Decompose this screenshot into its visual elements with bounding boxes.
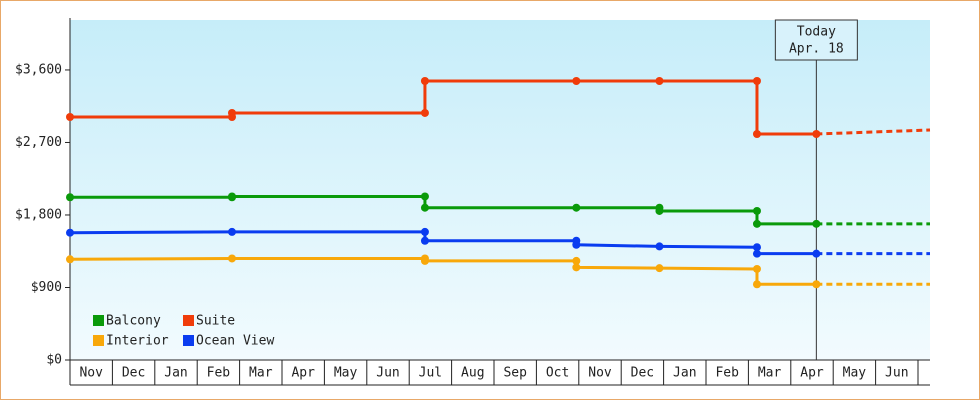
x-tick-label: Apr [291,366,315,381]
x-tick-label: Dec [631,366,654,381]
x-tick-label: Jul [419,366,442,381]
point [812,249,821,258]
x-tick-label: Mar [758,366,782,381]
point [752,76,761,85]
x-tick-label: Jun [885,366,908,381]
point [752,130,761,139]
point [812,219,821,228]
x-tick-label: Feb [715,366,739,381]
plot-area [70,20,930,360]
x-tick-label: Mar [249,366,273,381]
y-tick-label: $1,800 [15,207,62,222]
point [812,280,821,289]
legend-swatch [93,315,104,326]
y-tick-label: $2,700 [15,135,62,150]
today-label: Apr. 18 [789,42,844,57]
point [655,264,664,273]
x-tick-label: Jan [164,366,187,381]
point [655,76,664,85]
x-tick-label: Dec [122,366,145,381]
point [66,113,74,122]
point [752,264,761,273]
point [572,263,581,272]
x-tick-label: Feb [207,366,231,381]
x-tick-label: Nov [79,366,103,381]
point [66,228,74,237]
today-label: Today [797,25,836,40]
y-tick-label: $3,600 [15,62,62,77]
legend-label: Ocean View [196,334,274,349]
y-tick-label: $0 [46,353,62,368]
point [572,240,581,249]
x-tick-label: Jan [673,366,696,381]
point [572,76,581,85]
point [420,192,429,201]
point [572,203,581,212]
forecast-line [816,128,931,136]
x-tick-label: May [843,366,867,381]
point [227,227,236,236]
legend-swatch [93,335,104,346]
x-tick-label: Oct [546,366,569,381]
point [66,193,74,202]
point [420,236,429,245]
x-tick-label: Apr [800,366,824,381]
x-tick-label: May [334,366,358,381]
legend-swatch [183,335,194,346]
point [66,255,74,264]
today-box [774,19,858,61]
point [227,254,236,263]
legend-swatch [183,315,194,326]
point [420,256,429,265]
x-tick-label: Jun [376,366,399,381]
point [227,192,236,201]
legend-label: Balcony [106,314,161,329]
point [227,108,236,117]
point [752,249,761,258]
point [420,203,429,212]
point [752,206,761,215]
point [420,108,429,117]
point [655,242,664,251]
point [572,256,581,265]
point [655,206,664,215]
point [752,243,761,252]
legend-label: Interior [106,334,169,349]
point [752,219,761,228]
x-tick-label: Aug [461,366,484,381]
x-tick-label: Sep [503,366,527,381]
y-tick-label: $900 [31,280,62,295]
x-tick-label: Nov [588,366,612,381]
legend-label: Suite [196,314,235,329]
point [812,130,821,139]
point [752,280,761,289]
point [420,227,429,236]
point [420,76,429,85]
